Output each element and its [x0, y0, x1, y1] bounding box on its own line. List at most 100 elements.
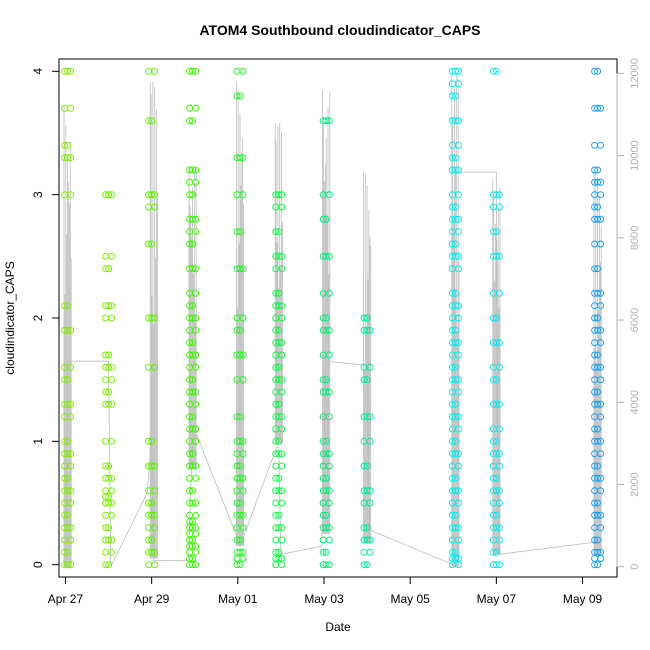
data-point [239, 154, 247, 162]
data-point [594, 166, 602, 174]
data-point [233, 499, 241, 507]
data-point [64, 450, 72, 458]
data-point [105, 265, 113, 273]
data-point [108, 474, 116, 482]
data-point [454, 351, 462, 359]
data-point [192, 388, 200, 396]
data-point [278, 425, 286, 433]
data-point [275, 252, 283, 260]
data-point [597, 450, 605, 458]
data-point [495, 252, 503, 260]
data-point [363, 487, 371, 495]
data-point [275, 413, 283, 421]
data-point [105, 474, 113, 482]
data-point [325, 252, 333, 260]
data-point [597, 289, 605, 297]
data-point [597, 191, 605, 199]
y-axis-right: 0 2000 4000 6000 8000 10000 12000 [616, 58, 641, 570]
data-point [236, 511, 244, 519]
data-point [102, 252, 110, 260]
data-point [451, 240, 459, 248]
data-point [492, 400, 500, 408]
data-point [272, 363, 280, 371]
data-point [325, 499, 333, 507]
data-point [322, 117, 330, 125]
data-point [275, 302, 283, 310]
data-point [192, 166, 200, 174]
data-point [192, 215, 200, 223]
data-point [591, 240, 599, 248]
data-point [275, 487, 283, 495]
data-point [67, 104, 75, 112]
data-point [272, 326, 280, 334]
data-point [108, 536, 116, 544]
data-point [591, 314, 599, 322]
data-point [272, 511, 280, 519]
data-point [594, 462, 602, 470]
data-point [325, 536, 333, 544]
data-point [597, 302, 605, 310]
data-point [366, 487, 374, 495]
data-point [233, 413, 241, 421]
data-point [492, 437, 500, 445]
data-point [275, 437, 283, 445]
data-point [148, 536, 156, 544]
data-point [363, 326, 371, 334]
y2-tick-label: 0 [629, 564, 641, 570]
data-point [145, 240, 153, 248]
data-point [189, 265, 197, 273]
data-point [594, 215, 602, 223]
x-tick-label: May 09 [563, 592, 603, 606]
data-point [448, 80, 456, 88]
data-point [591, 462, 599, 470]
data-point [360, 314, 368, 322]
data-point [594, 388, 602, 396]
data-point [448, 154, 456, 162]
data-point [275, 511, 283, 519]
data-point [597, 104, 605, 112]
data-point [594, 203, 602, 211]
data-point [360, 524, 368, 532]
data-point [495, 487, 503, 495]
data-point [319, 376, 327, 384]
data-point [325, 450, 333, 458]
data-point [448, 289, 456, 297]
y-axis-left: 0 1 2 3 4 [31, 68, 60, 568]
data-point [102, 351, 110, 359]
data-point [61, 191, 69, 199]
x-tick-label: Apr 29 [134, 592, 170, 606]
data-point [233, 228, 241, 236]
data-point [192, 542, 200, 550]
data-point [451, 474, 459, 482]
data-point [495, 462, 503, 470]
data-point [451, 524, 459, 532]
data-point [236, 413, 244, 421]
data-point [148, 499, 156, 507]
data-point [151, 191, 159, 199]
data-point [325, 524, 333, 532]
data-point [451, 154, 459, 162]
data-point [189, 215, 197, 223]
data-point [363, 536, 371, 544]
data-point [278, 388, 286, 396]
data-point [105, 536, 113, 544]
data-point [495, 400, 503, 408]
data-point [102, 462, 110, 470]
data-point [278, 450, 286, 458]
data-point [322, 215, 330, 223]
data-point [451, 376, 459, 384]
data-point [275, 474, 283, 482]
data-point [186, 376, 194, 384]
data-point [492, 561, 500, 569]
data-point [239, 511, 247, 519]
data-point [278, 351, 286, 359]
data-point [272, 474, 280, 482]
data-point [189, 425, 197, 433]
data-point [192, 425, 200, 433]
data-point [363, 314, 371, 322]
data-point [322, 561, 330, 569]
data-point [186, 474, 194, 482]
data-point [278, 499, 286, 507]
x-tick-label: May 03 [304, 592, 344, 606]
y-axis-label: cloudindicator_CAPS [3, 261, 17, 374]
